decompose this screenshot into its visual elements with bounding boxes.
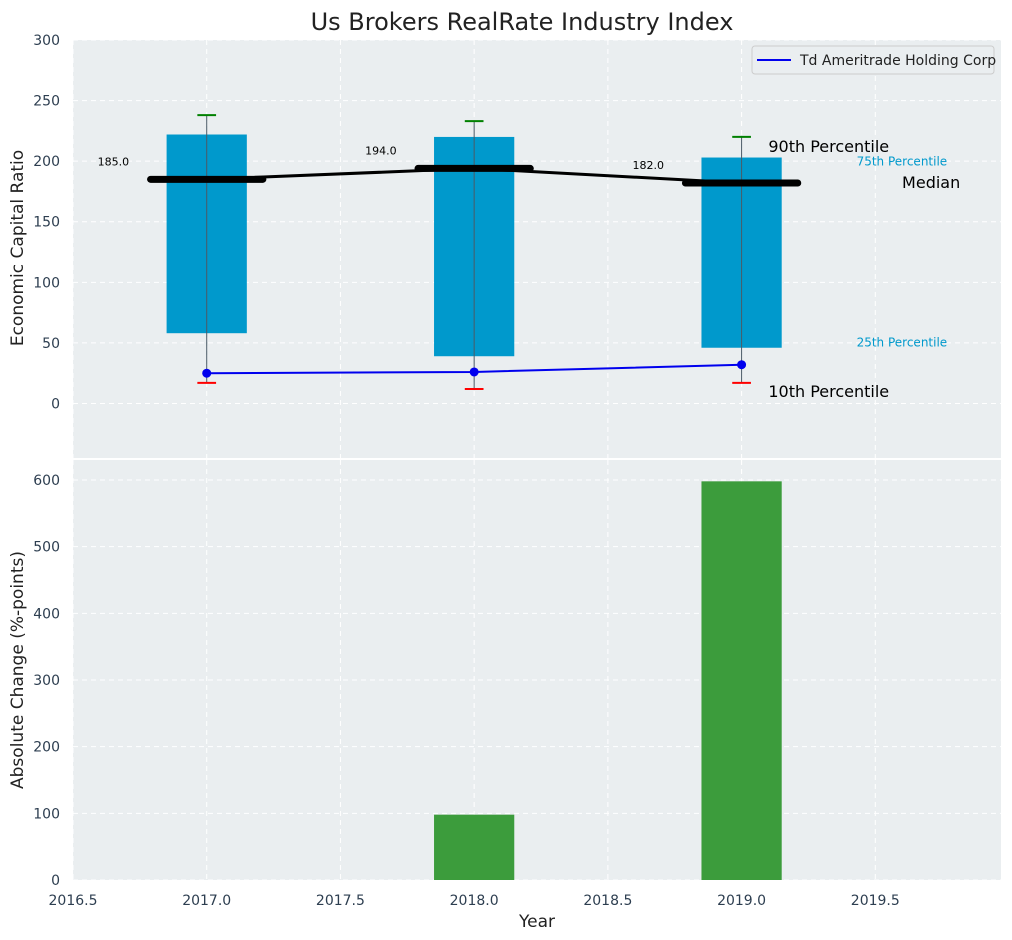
x-tick-label: 2018.5 — [583, 893, 632, 909]
top-panel: 0 50 100 150 200 250 300 185.0 194.0 182.0 90th Pe… — [33, 33, 1001, 458]
p75-annotation: 75th Percentile — [857, 155, 948, 169]
bottom-y-tick-label: 200 — [33, 740, 60, 756]
x-tick-label: 2018.0 — [450, 893, 499, 909]
legend-entry: Td Ameritrade Holding Corp — [799, 53, 996, 69]
top-y-tick-label: 300 — [33, 33, 60, 49]
bottom-panel: 0 100 200 300 400 500 600 2016.5 2017.0 2017.5 201… — [33, 460, 1001, 909]
median-annotation: Median — [902, 173, 960, 192]
bottom-y-axis-label: Absolute Change (%-points) — [8, 551, 28, 789]
median-value-label: 182.0 — [633, 159, 665, 172]
series-point — [202, 368, 212, 378]
x-tick-label: 2017.0 — [182, 893, 231, 909]
p25-annotation: 25th Percentile — [857, 336, 948, 350]
x-tick-label: 2017.5 — [316, 893, 365, 909]
bottom-y-tick-label: 600 — [33, 473, 60, 489]
top-y-tick-label: 250 — [33, 94, 60, 110]
x-tick-label: 2019.5 — [851, 893, 900, 909]
top-y-axis-label: Economic Capital Ratio — [8, 150, 28, 346]
p90-annotation: 90th Percentile — [768, 137, 889, 156]
p10-annotation: 10th Percentile — [768, 382, 889, 401]
series-point — [737, 360, 747, 370]
median-value-label: 185.0 — [98, 155, 130, 168]
change-bar — [701, 481, 782, 880]
top-y-tick-label: 50 — [42, 336, 60, 352]
bottom-y-tick-label: 100 — [33, 806, 60, 822]
top-y-tick-label: 200 — [33, 154, 60, 170]
series-point — [469, 367, 479, 377]
median-value-label: 194.0 — [365, 144, 397, 157]
x-tick-label: 2016.5 — [49, 893, 98, 909]
bottom-y-tick-label: 300 — [33, 673, 60, 689]
bottom-plot-area — [73, 460, 1001, 880]
x-axis-label: Year — [518, 912, 555, 932]
legend: Td Ameritrade Holding Corp — [751, 45, 996, 75]
chart-title: Us Brokers RealRate Industry Index — [311, 8, 734, 36]
top-y-tick-label: 100 — [33, 275, 60, 291]
x-tick-label: 2019.0 — [717, 893, 766, 909]
bottom-y-tick-label: 400 — [33, 606, 60, 622]
change-bar — [434, 814, 515, 880]
bottom-y-tick-label: 500 — [33, 540, 60, 556]
top-y-tick-label: 0 — [51, 396, 60, 412]
bottom-y-tick-label: 0 — [51, 873, 60, 889]
legend-box — [751, 45, 995, 75]
top-y-tick-label: 150 — [33, 215, 60, 231]
